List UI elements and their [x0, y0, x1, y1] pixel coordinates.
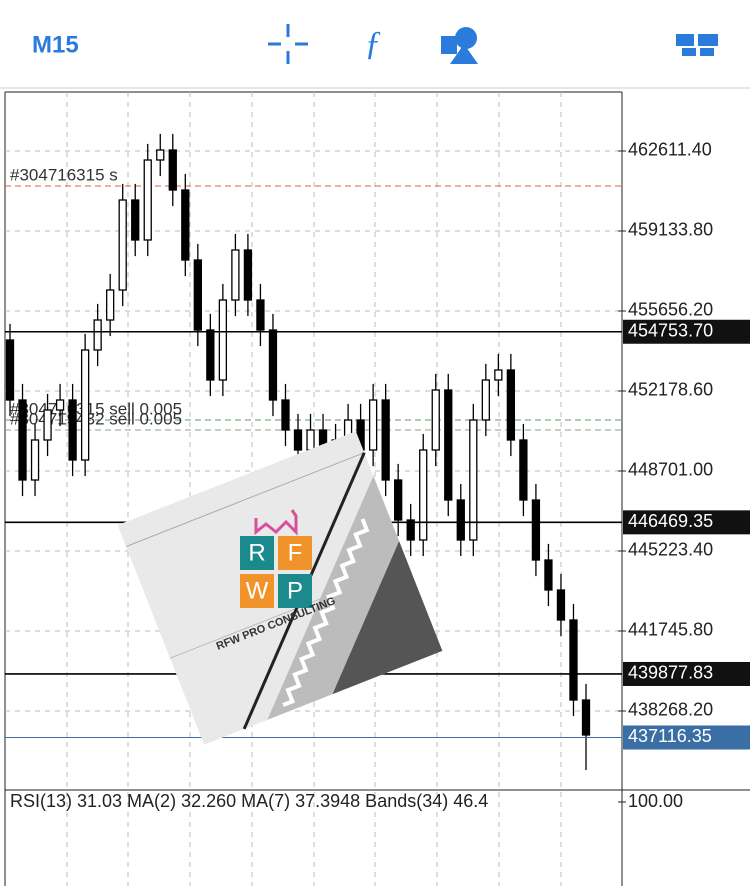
candle-body	[569, 619, 578, 701]
candle-body	[106, 289, 115, 321]
candle-body	[206, 329, 215, 381]
vertical-grid	[66, 92, 562, 886]
logo-tile	[240, 574, 274, 608]
candle-body	[394, 479, 403, 521]
candle-body	[143, 159, 152, 241]
level-label: 439877.83	[628, 663, 713, 683]
candle-body	[544, 559, 553, 591]
y-tick-label: 448701.00	[628, 460, 713, 480]
logo-overlay: R F W P RFW PRO CONSULTING	[117, 431, 443, 745]
level-label-box	[623, 661, 750, 686]
order-label: #304716315 s	[10, 165, 118, 184]
candle-body	[18, 399, 27, 481]
y-tick-label: 445223.40	[628, 540, 713, 560]
candle-body	[469, 419, 478, 541]
candle-body	[256, 299, 265, 331]
candle-body	[494, 369, 503, 381]
candle-body	[431, 389, 440, 451]
candle-body	[68, 399, 77, 461]
candle-body	[131, 199, 140, 241]
candle-body	[556, 589, 566, 621]
overlay-steps	[282, 518, 370, 707]
logo-letter: F	[288, 539, 303, 566]
current-price-box	[623, 725, 750, 750]
candle-body	[30, 439, 40, 481]
logo-letter: R	[248, 539, 265, 566]
level-label: 454753.70	[628, 321, 713, 341]
y-tick-label: 441745.80	[628, 620, 713, 640]
candle-body	[80, 349, 90, 461]
overlay-stairs-shadow	[332, 541, 443, 695]
candle-body	[506, 369, 516, 441]
candle-body	[193, 259, 202, 331]
y-tick-label: 459133.80	[628, 220, 713, 240]
toolbar: M15 ƒ	[0, 24, 750, 89]
order-label: #304716315 sell 0.005	[10, 399, 182, 418]
timeframe-button[interactable]: M15	[32, 31, 79, 58]
y-tick-label: 462611.40	[628, 140, 712, 160]
candle-body	[5, 339, 15, 401]
logo-icon	[254, 509, 298, 536]
overlay-line	[125, 452, 365, 547]
candle-body	[281, 399, 290, 431]
candle-body	[481, 379, 490, 421]
candle-body	[268, 329, 278, 401]
candle-body	[381, 399, 390, 481]
level-label: 446469.35	[628, 511, 713, 531]
crosshair-icon[interactable]	[268, 24, 308, 64]
candle-body	[181, 189, 190, 261]
candle-body	[419, 449, 428, 541]
candle-body	[43, 409, 52, 441]
candle-body	[93, 319, 102, 351]
layout-icon[interactable]	[676, 34, 718, 56]
candle-body	[243, 249, 253, 301]
candle-body	[519, 439, 528, 501]
candle-body	[306, 429, 315, 451]
candle-body	[368, 399, 378, 451]
y-tick-label: 452178.60	[628, 380, 713, 400]
candle-body	[118, 199, 127, 291]
logo-tile	[278, 574, 312, 608]
indicator-label: RSI(13) 31.03 MA(2) 32.260 MA(7) 37.3948…	[10, 791, 488, 811]
candle-body	[293, 429, 303, 451]
logo-tile	[278, 536, 312, 570]
order-label: #304719432 sell 0.005	[10, 409, 182, 428]
candle-body	[581, 699, 591, 736]
logo-letter: W	[246, 577, 269, 604]
logo-tile	[240, 536, 274, 570]
level-label-box	[623, 510, 750, 535]
candle-body	[456, 499, 465, 541]
objects-icon[interactable]	[441, 27, 478, 64]
candle-body	[156, 149, 165, 161]
candle-body	[531, 499, 541, 561]
candle-body	[55, 399, 65, 411]
candle-body	[444, 389, 453, 501]
y-tick-label: 438268.20	[628, 700, 713, 720]
candle-body	[231, 249, 240, 301]
y-tick-label: 455656.20	[628, 300, 713, 320]
level-label-box	[623, 319, 750, 344]
candle-body	[218, 299, 228, 381]
current-price-label: 437116.35	[628, 726, 712, 746]
indicator-tick-label: 100.00	[628, 791, 683, 811]
candle-body	[168, 149, 177, 191]
candle-body	[406, 519, 415, 541]
logo-letter: P	[287, 577, 303, 604]
indicators-icon[interactable]: ƒ	[365, 25, 382, 62]
